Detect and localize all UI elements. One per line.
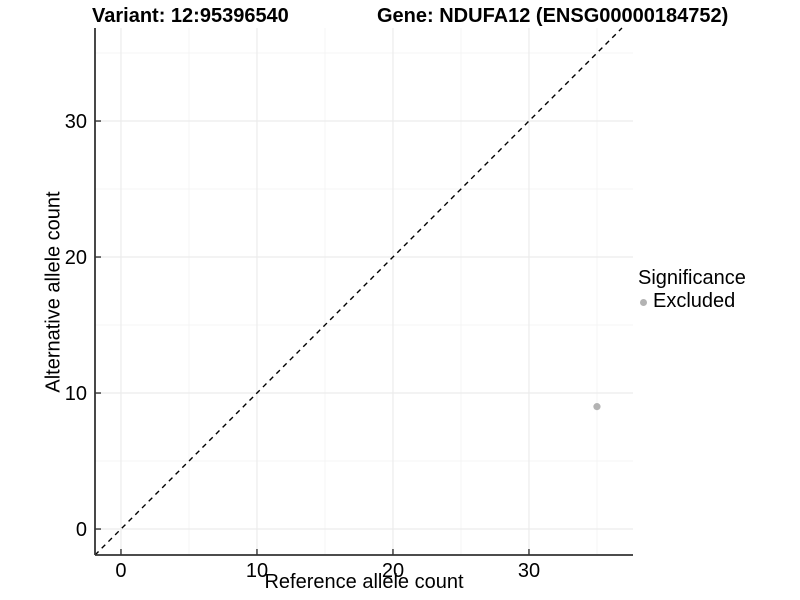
legend-item-label: Excluded — [653, 290, 736, 312]
x-tick-label: 10 — [246, 560, 268, 582]
y-tick-label: 20 — [65, 247, 87, 269]
y-axis-title: Alternative allele count — [42, 191, 65, 393]
data-point — [593, 403, 601, 411]
identity-line — [94, 27, 623, 556]
legend-title: Significance — [638, 267, 746, 289]
y-tick-label: 10 — [65, 383, 87, 405]
x-tick-label: 30 — [518, 560, 540, 582]
y-tick-label: 30 — [65, 111, 87, 133]
legend-item-excluded: Excluded — [638, 290, 746, 313]
plot-title-gene: Gene: NDUFA12 (ENSG00000184752) — [377, 5, 729, 27]
legend-point-swatch — [640, 298, 647, 306]
x-axis-title: Reference allele count — [264, 571, 464, 593]
x-tick-label: 20 — [382, 560, 404, 582]
y-tick-label: 0 — [76, 519, 87, 541]
plot-title-variant: Variant: 12:95396540 — [92, 5, 289, 27]
legend: Significance Excluded — [638, 266, 746, 313]
x-tick-label: 0 — [115, 560, 126, 582]
